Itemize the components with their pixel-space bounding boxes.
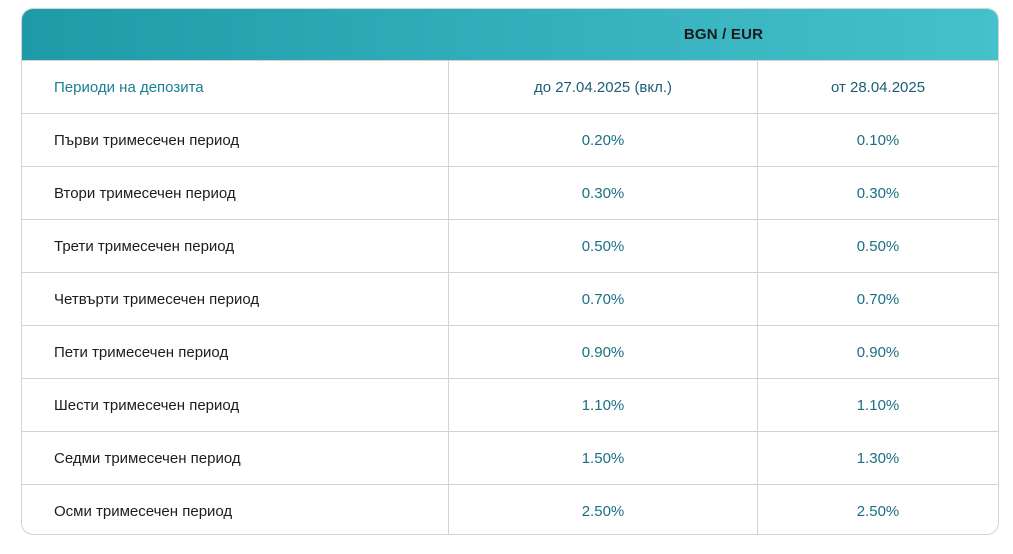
period-label: Осми тримесечен период bbox=[22, 485, 449, 534]
rate-from-date: 2.50% bbox=[856, 502, 900, 520]
period-label: Трети тримесечен период bbox=[22, 220, 449, 272]
rate-from-date: 1.10% bbox=[856, 396, 900, 414]
currency-header: BGN / EUR bbox=[683, 26, 764, 43]
table-row: Първи тримесечен период 0.20% 0.10% bbox=[22, 113, 998, 166]
interest-rates-table: BGN / EUR Периоди на депозита до 27.04.2… bbox=[21, 8, 999, 535]
rate-from-date: 0.30% bbox=[856, 184, 900, 202]
period-label: Четвърти тримесечен период bbox=[22, 273, 449, 325]
table-row: Шести тримесечен период 1.10% 1.10% bbox=[22, 378, 998, 431]
table-row: Четвърти тримесечен период 0.70% 0.70% bbox=[22, 272, 998, 325]
table-row: Пети тримесечен период 0.90% 0.90% bbox=[22, 325, 998, 378]
table-row: Трети тримесечен период 0.50% 0.50% bbox=[22, 219, 998, 272]
rate-until-date: 0.90% bbox=[449, 326, 758, 378]
table-row: Втори тримесечен период 0.30% 0.30% bbox=[22, 166, 998, 219]
column-header-periods: Периоди на депозита bbox=[22, 61, 449, 113]
rate-until-date: 2.50% bbox=[449, 485, 758, 534]
rate-from-date: 0.70% bbox=[856, 290, 900, 308]
column-header-until-date: до 27.04.2025 (вкл.) bbox=[449, 61, 758, 113]
table-row: Седми тримесечен период 1.50% 1.30% bbox=[22, 431, 998, 484]
rate-from-date: 0.50% bbox=[856, 237, 900, 255]
rate-from-date: 0.90% bbox=[856, 343, 900, 361]
rate-until-date: 0.20% bbox=[449, 114, 758, 166]
rate-until-date: 1.10% bbox=[449, 379, 758, 431]
currency-banner: BGN / EUR bbox=[22, 9, 998, 60]
period-label: Пети тримесечен период bbox=[22, 326, 449, 378]
period-label: Седми тримесечен период bbox=[22, 432, 449, 484]
rate-from-date: 0.10% bbox=[856, 131, 900, 149]
table-header-row: Периоди на депозита до 27.04.2025 (вкл.)… bbox=[22, 60, 998, 113]
column-header-from-date: от 28.04.2025 bbox=[830, 78, 926, 96]
rate-until-date: 1.50% bbox=[449, 432, 758, 484]
table-row: Осми тримесечен период 2.50% 2.50% bbox=[22, 484, 998, 534]
rate-from-date: 1.30% bbox=[856, 449, 900, 467]
period-label: Втори тримесечен период bbox=[22, 167, 449, 219]
rate-until-date: 0.50% bbox=[449, 220, 758, 272]
period-label: Шести тримесечен период bbox=[22, 379, 449, 431]
period-label: Първи тримесечен период bbox=[22, 114, 449, 166]
rate-until-date: 0.30% bbox=[449, 167, 758, 219]
rate-until-date: 0.70% bbox=[449, 273, 758, 325]
